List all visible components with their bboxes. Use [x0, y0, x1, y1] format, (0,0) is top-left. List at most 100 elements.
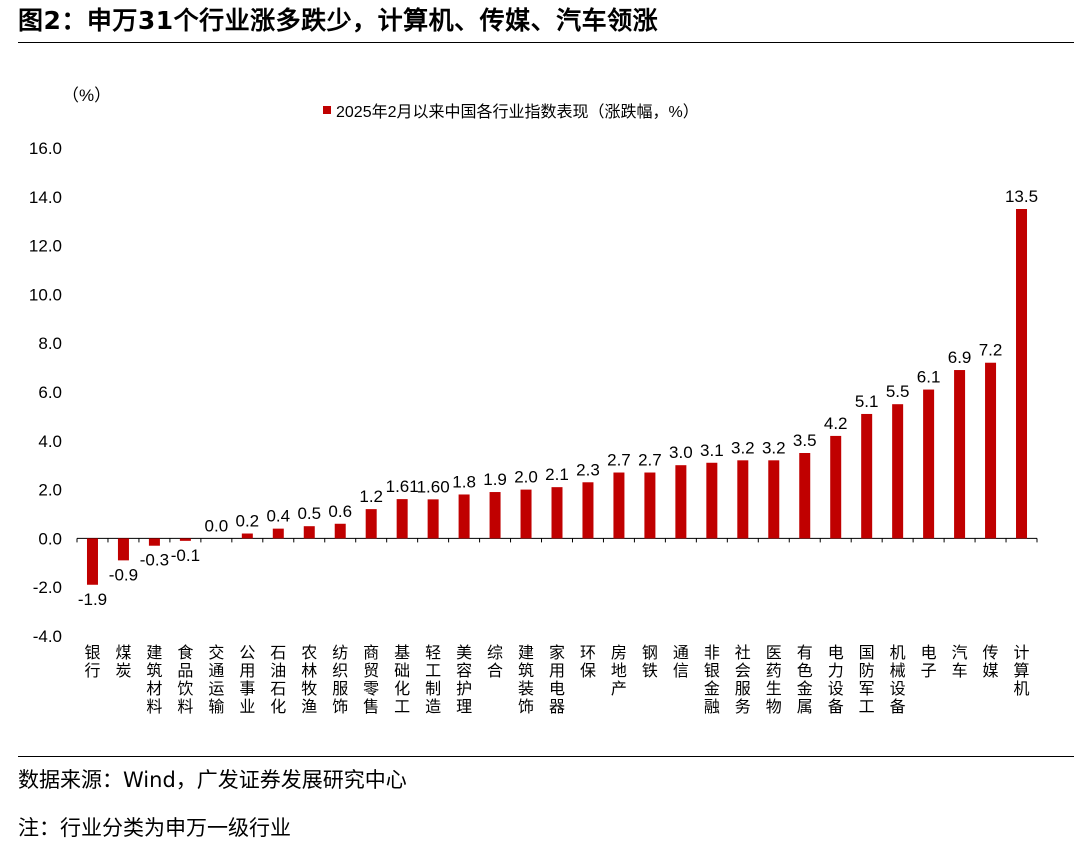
category-label: 基础化工 [394, 644, 410, 716]
bar-value-label: 2.7 [638, 451, 662, 470]
bar-value-label: 13.5 [1005, 187, 1038, 206]
bar [768, 460, 780, 539]
category-label: 综合 [487, 644, 503, 680]
category-label: 公用事业 [239, 645, 255, 716]
category-label: 非银金融 [704, 644, 720, 716]
category-label: 计算机 [1014, 644, 1030, 698]
bar [303, 526, 315, 539]
category-label: 商贸零售 [363, 644, 379, 716]
y-tick-label: -2.0 [33, 578, 62, 597]
source-note: 数据来源：Wind，广发证券发展研究中心 [18, 768, 407, 792]
category-label: 电子 [921, 644, 937, 680]
category-label: 银行 [84, 644, 100, 680]
bar-value-label: -0.1 [171, 546, 200, 565]
legend-label: 2025年2月以来中国各行业指数表现（涨跌幅，%） [336, 103, 699, 121]
bar-value-label: 4.2 [824, 414, 848, 433]
y-tick-label: -4.0 [33, 627, 62, 646]
y-tick-label: 4.0 [38, 432, 62, 451]
category-label: 汽车 [952, 644, 968, 680]
category-label: 纺织服饰 [332, 644, 348, 716]
bar-value-label: 1.8 [452, 472, 476, 491]
bar-value-label: -1.9 [78, 590, 107, 609]
bar-chart: （%） 2025年2月以来中国各行业指数表现（涨跌幅，%） -4.0 -2.0 0.… [29, 86, 1038, 716]
category-label: 传媒 [983, 644, 999, 680]
bar [396, 499, 408, 539]
y-tick-label: 14.0 [29, 188, 62, 207]
bar [985, 362, 997, 539]
bar [272, 528, 284, 539]
category-label: 环保 [580, 645, 596, 680]
bar [489, 492, 501, 539]
bar [520, 489, 532, 539]
bar-value-label: 6.1 [917, 368, 941, 387]
category-label: 美容护理 [456, 644, 472, 716]
category-label: 建筑材料 [146, 644, 162, 716]
bar-value-label: 2.3 [576, 460, 600, 479]
bar-value-label: 1.60 [417, 477, 450, 496]
bar [551, 487, 563, 539]
bar [799, 453, 811, 539]
bar [365, 509, 377, 539]
bar-value-label: 0.5 [297, 504, 321, 523]
bar-value-label: 2.1 [545, 465, 569, 484]
bar [179, 538, 191, 541]
bar [923, 389, 935, 539]
bar-value-label: 2.0 [514, 468, 538, 487]
bar [334, 523, 346, 539]
category-label: 电力设备 [828, 644, 844, 716]
category-label: 煤炭 [115, 644, 131, 680]
bar-value-label: 3.0 [669, 443, 693, 462]
bottom-rule [18, 756, 1074, 757]
y-tick-label: 0.0 [38, 529, 62, 548]
bar [861, 413, 873, 539]
bar [1016, 209, 1028, 539]
category-label: 食品饮料 [177, 644, 193, 716]
bar-value-label: 7.2 [979, 341, 1003, 360]
bar [613, 472, 625, 539]
bar-value-label: 5.5 [886, 382, 910, 401]
bar-value-label: 0.2 [236, 512, 260, 531]
category-label: 通信 [673, 644, 689, 680]
bar [706, 462, 718, 539]
y-axis-unit-label: （%） [62, 86, 111, 105]
bar [830, 435, 842, 539]
category-label: 房地产 [611, 644, 627, 698]
y-axis-ticks: -4.0 -2.0 0.0 2.0 4.0 6.0 8.0 10.0 12.0 14.0 16.0 [29, 139, 62, 646]
bar [675, 465, 687, 539]
bars [76, 209, 1038, 585]
bar-value-label: 6.9 [948, 348, 972, 367]
bar [892, 404, 904, 539]
y-tick-label: 8.0 [38, 334, 62, 353]
y-tick-label: 10.0 [29, 285, 62, 304]
classification-note: 注：行业分类为申万一级行业 [18, 816, 291, 840]
category-label: 医药生物 [766, 645, 782, 716]
bar [582, 482, 594, 539]
bar-value-label: 3.1 [700, 441, 724, 460]
bar-value-label: 1.2 [359, 487, 383, 506]
bar-value-label: -0.9 [109, 565, 138, 584]
legend-swatch [323, 106, 331, 114]
category-label: 建筑装饰 [518, 644, 534, 716]
bar-value-label: 3.5 [793, 431, 817, 450]
y-tick-label: 6.0 [38, 383, 62, 402]
category-label: 社会服务 [735, 644, 751, 716]
bar [644, 472, 656, 539]
bar [737, 460, 749, 539]
bar-value-label: 3.2 [731, 438, 755, 457]
bar [954, 370, 966, 539]
bar [117, 538, 129, 561]
category-label: 石油石化 [270, 645, 286, 716]
category-labels: 银行煤炭建筑材料食品饮料交通运输公用事业石油石化农林牧渔纺织服饰商贸零售基础化工… [84, 644, 1029, 716]
category-label: 钢铁 [642, 644, 658, 680]
data-labels: -1.9-0.9-0.3 -0.10.0 0.2 0.4 0.5 0.61.21.611.… [78, 187, 1038, 609]
y-tick-label: 12.0 [29, 237, 62, 256]
category-label: 有色金属 [797, 644, 813, 716]
bar-value-label: 0.0 [205, 516, 229, 535]
category-label: 轻工制造 [425, 644, 441, 716]
bar [148, 538, 160, 546]
legend: 2025年2月以来中国各行业指数表现（涨跌幅，%） [323, 103, 699, 121]
bar-value-label: 0.4 [266, 507, 290, 526]
category-label: 家用电器 [549, 644, 565, 716]
bar-value-label: 1.9 [483, 470, 507, 489]
bar [427, 499, 439, 539]
